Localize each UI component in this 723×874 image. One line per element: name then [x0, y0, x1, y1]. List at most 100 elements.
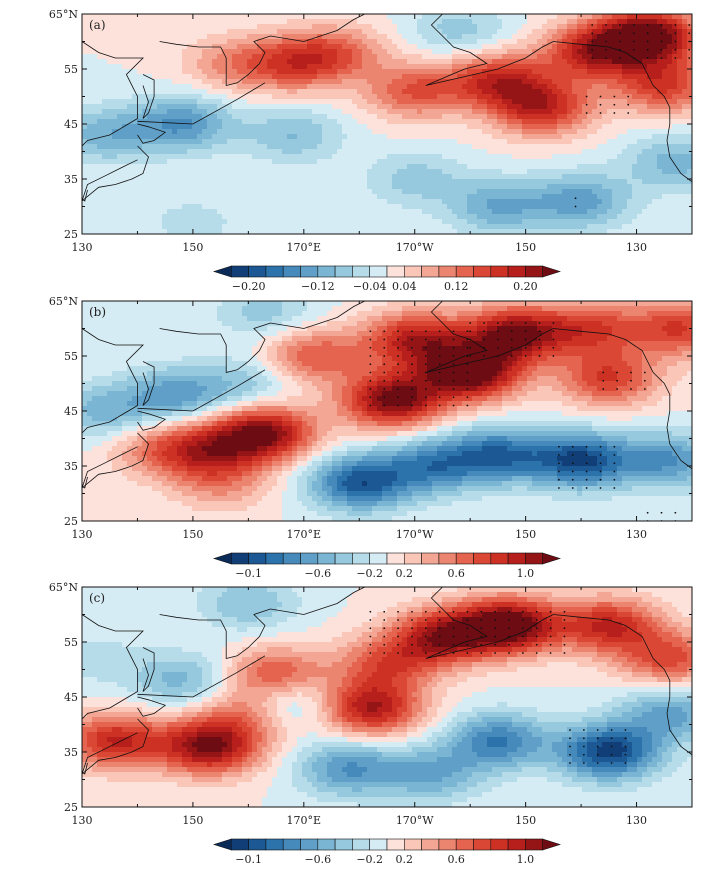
stipple-dot — [411, 636, 413, 638]
stipple-dot — [397, 347, 399, 349]
stipple-dot — [397, 619, 399, 621]
x-tick-label: 150 — [515, 241, 536, 254]
y-tick-label: 65°N — [49, 581, 78, 594]
stipple-dot — [411, 396, 413, 398]
stipple-dot — [425, 347, 427, 349]
stipple-dot — [397, 372, 399, 374]
colorbar-bin — [301, 266, 318, 277]
colorbar-label: −0.1 — [235, 567, 262, 580]
stipple-dot — [605, 32, 607, 34]
stipple-dot — [536, 644, 538, 646]
colorbar-bin — [491, 266, 508, 277]
stipple-dot — [611, 746, 613, 748]
stipple-dot — [480, 619, 482, 621]
stipple-dot — [453, 611, 455, 613]
stipple-dot — [453, 627, 455, 629]
stipple-dot — [536, 611, 538, 613]
colorbar-bin — [370, 839, 387, 850]
stipple-dot — [439, 388, 441, 390]
stipple-dot — [467, 396, 469, 398]
stipple-dot — [411, 405, 413, 407]
stipple-dot — [522, 619, 524, 621]
colorbar-bin — [214, 266, 231, 277]
stipple-dot — [369, 347, 371, 349]
colorbar-bin — [508, 266, 525, 277]
stipple-dot — [425, 627, 427, 629]
stipple-dot — [613, 462, 615, 464]
colorbar-label: 0.12 — [444, 280, 469, 293]
stipple-dot — [397, 611, 399, 613]
stipple-dot — [383, 619, 385, 621]
colorbar-bin — [543, 839, 560, 850]
stipple-dot — [674, 49, 676, 51]
stipple-dot — [619, 24, 621, 26]
stipple-dot — [552, 330, 554, 332]
colorbar-label: −0.04 — [353, 280, 387, 293]
colorbar-bin — [422, 266, 439, 277]
colorbar-label: 0.2 — [396, 853, 414, 866]
stipple-dot — [425, 396, 427, 398]
colorbar-bin — [335, 839, 352, 850]
colorbar-label: −0.2 — [356, 853, 383, 866]
stipple-dot — [600, 471, 602, 473]
stipple-dot — [688, 24, 690, 26]
stipple-dot — [383, 405, 385, 407]
colorbar-label: −0.2 — [356, 567, 383, 580]
stipple-dot — [613, 471, 615, 473]
stipple-dot — [591, 41, 593, 43]
stipple-dot — [633, 49, 635, 51]
colorbar-bin — [456, 266, 473, 277]
stipple-dot — [552, 347, 554, 349]
stipple-dot — [425, 611, 427, 613]
stipple-dot — [497, 330, 499, 332]
colorbar-label: −0.6 — [304, 567, 331, 580]
stipple-dot — [600, 454, 602, 456]
stipple-dot — [383, 636, 385, 638]
stipple-dot — [469, 355, 471, 357]
stipple-dot — [647, 41, 649, 43]
stipple-dot — [586, 112, 588, 114]
stipple-dot — [439, 347, 441, 349]
colorbar-label: 1.0 — [517, 853, 535, 866]
stipple-dot — [602, 372, 604, 374]
stipple-dot — [630, 388, 632, 390]
panel-label: (b) — [89, 305, 106, 319]
colorbar-label: 1.0 — [517, 567, 535, 580]
colorbar-bin — [231, 266, 248, 277]
x-tick-label: 170°E — [287, 241, 322, 254]
colorbar-label: −0.6 — [304, 853, 331, 866]
stipple-dot — [633, 24, 635, 26]
stipple-dot — [508, 644, 510, 646]
colorbar-bin — [283, 266, 300, 277]
stipple-dot — [558, 479, 560, 481]
y-tick-label: 25 — [64, 801, 78, 814]
stipple-dot — [525, 322, 527, 324]
y-tick-label: 25 — [64, 515, 78, 528]
stipple-dot — [661, 57, 663, 59]
colorbar-bin — [318, 839, 335, 850]
colorbar-bin — [249, 553, 266, 564]
stipple-dot — [591, 32, 593, 34]
stipple-dot — [369, 388, 371, 390]
stipple-dot — [439, 363, 441, 365]
stipple-dot — [497, 322, 499, 324]
stipple-dot — [619, 32, 621, 34]
stipple-dot — [591, 49, 593, 51]
y-tick-label: 45 — [64, 691, 78, 704]
stipple-dot — [453, 405, 455, 407]
stipple-dot — [494, 644, 496, 646]
x-tick-label: 170°E — [287, 528, 322, 541]
stipple-dot — [469, 347, 471, 349]
colorbar-bin — [404, 266, 421, 277]
stipple-dot — [625, 762, 627, 764]
colorbar-bin — [335, 553, 352, 564]
stipple-dot — [425, 644, 427, 646]
stipple-dot — [383, 388, 385, 390]
stipple-dot — [467, 380, 469, 382]
stipple-dot — [497, 339, 499, 341]
stipple-dot — [661, 41, 663, 43]
stipple-dot — [425, 355, 427, 357]
colorbar-bin — [474, 266, 491, 277]
